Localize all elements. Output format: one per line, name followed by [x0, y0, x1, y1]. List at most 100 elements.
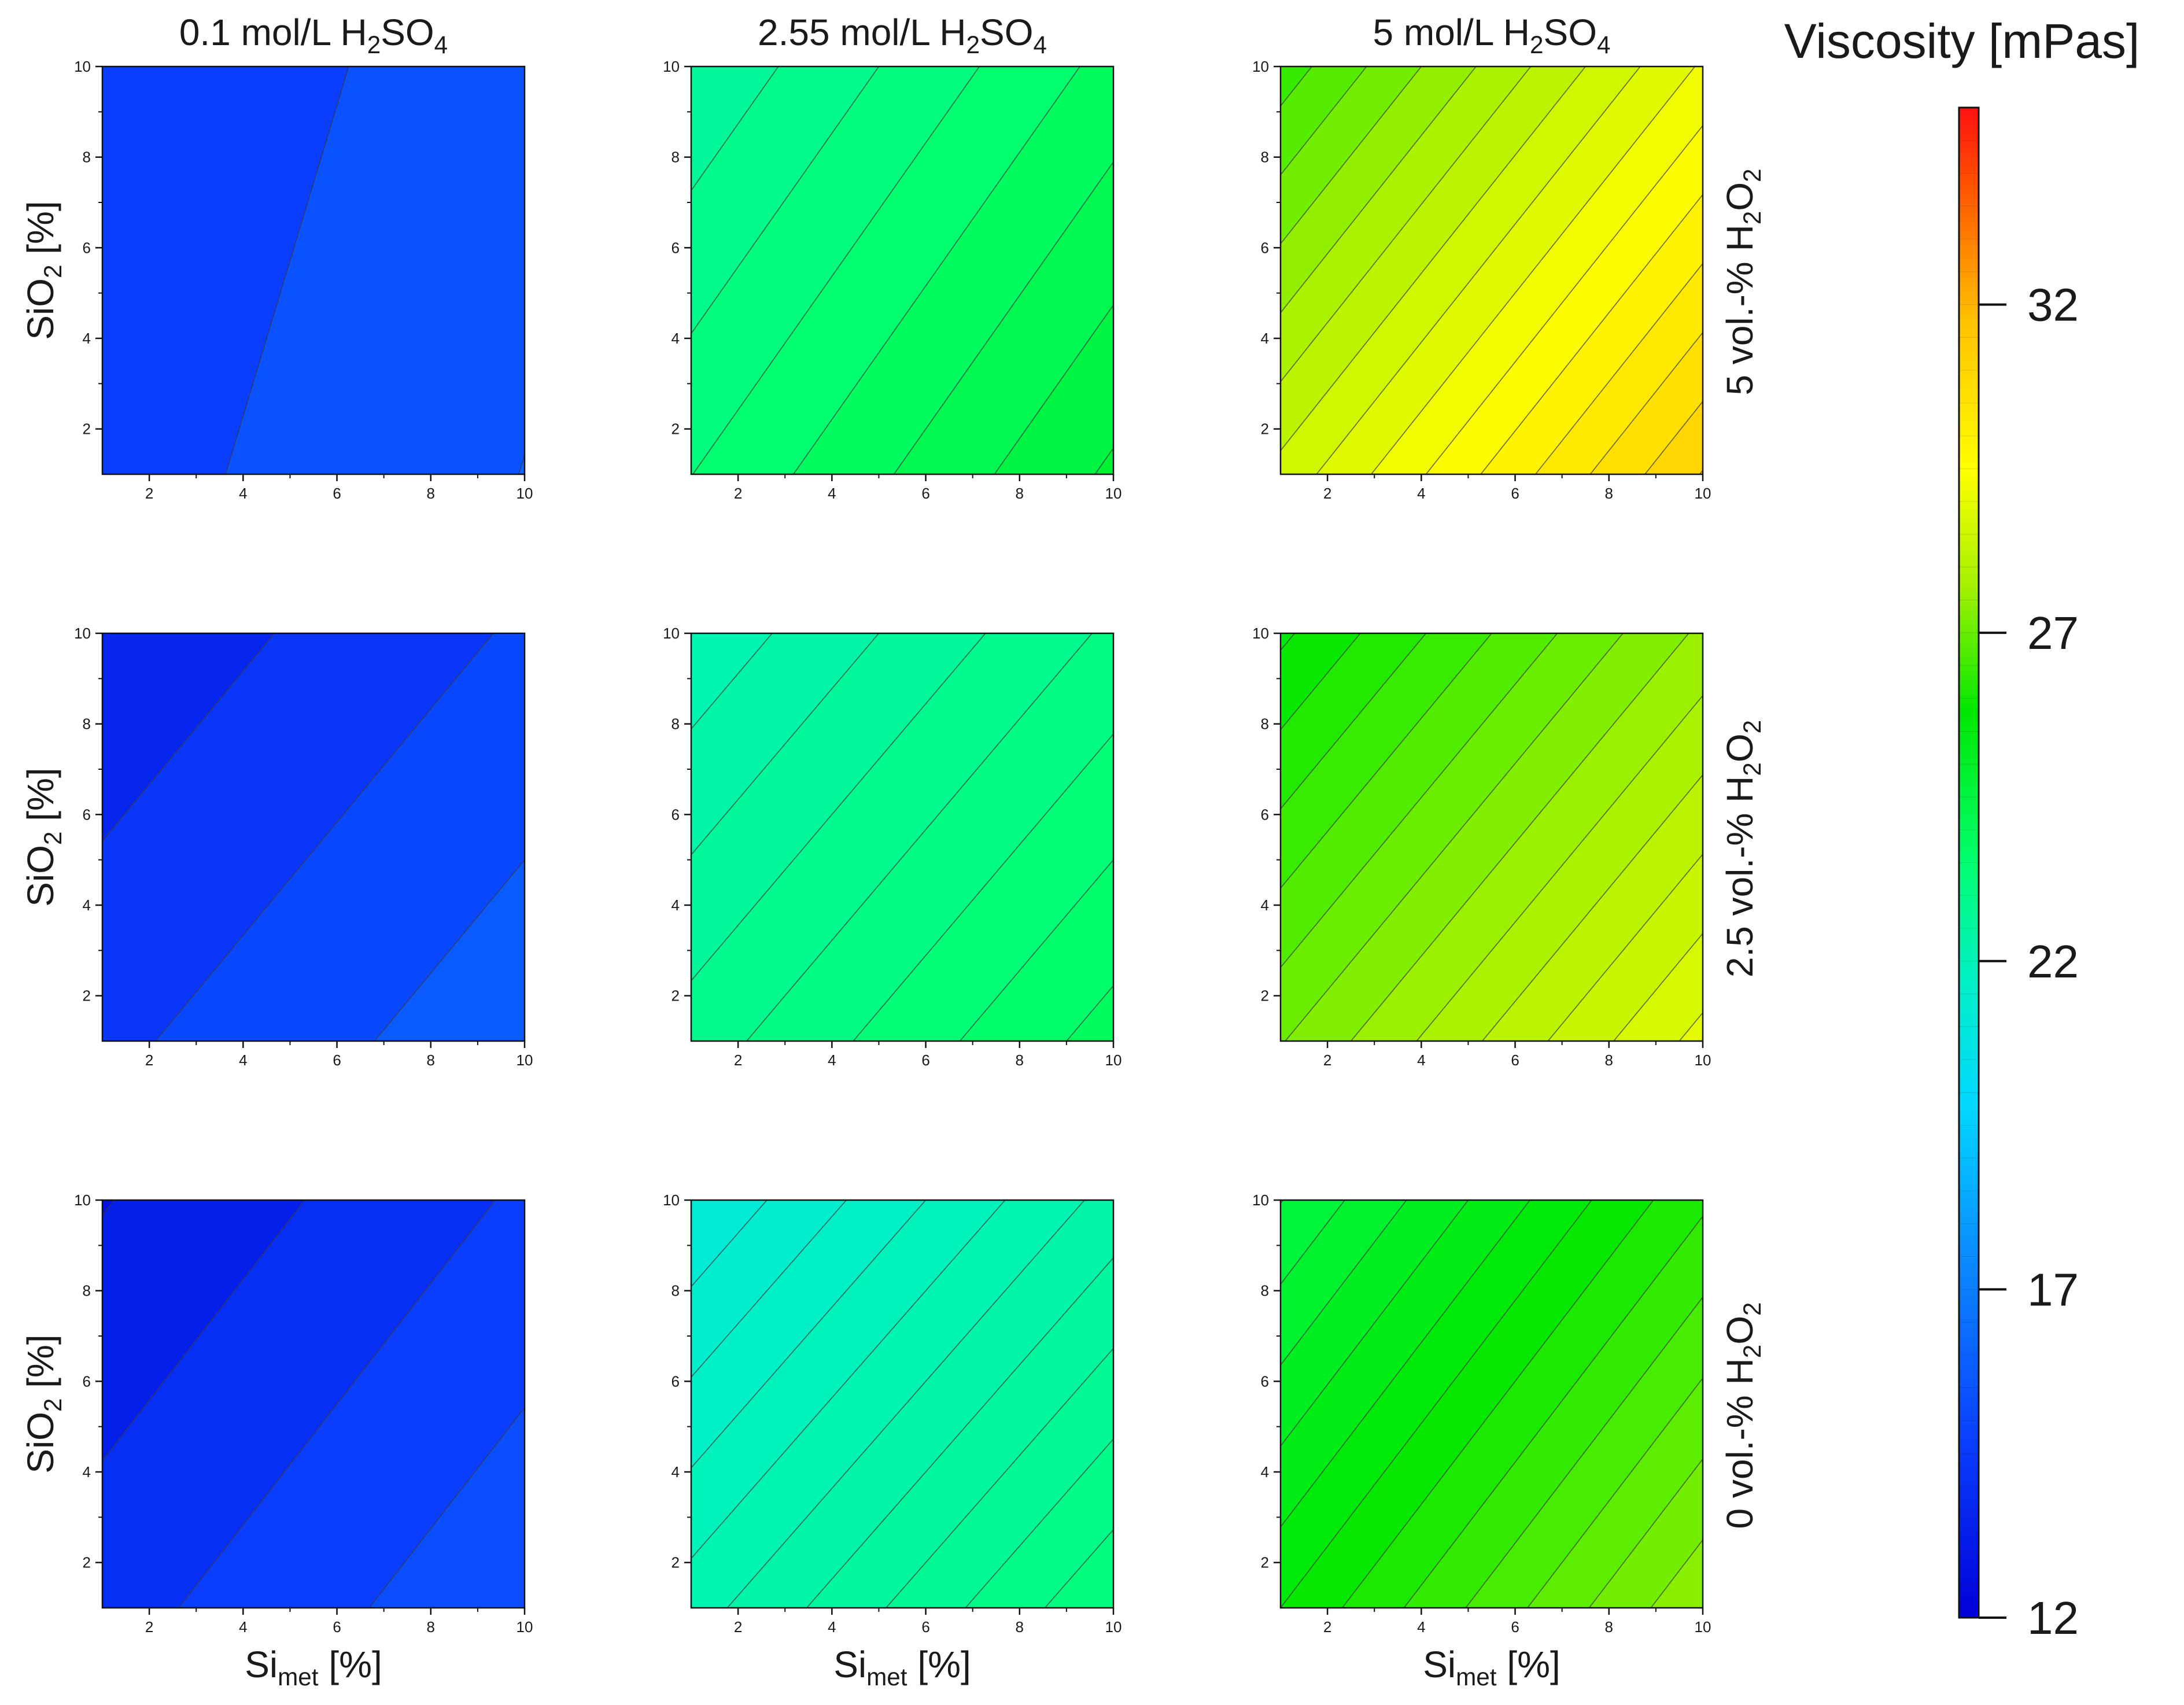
- contour-line: [691, 67, 779, 191]
- subscript: 2: [1739, 211, 1766, 225]
- contour-line: [1480, 194, 1703, 474]
- x-tick-label: 10: [517, 485, 533, 502]
- x-tick-label: 6: [921, 1051, 929, 1069]
- contour-line: [1644, 401, 1703, 474]
- contour-line: [1281, 633, 1558, 968]
- y-tick-label: 8: [672, 715, 680, 733]
- x-tick-label: 6: [921, 1618, 929, 1636]
- contour-field: [102, 67, 525, 474]
- y-tick-label: 2: [1261, 987, 1269, 1005]
- y-tick-label: 10: [663, 1191, 680, 1209]
- y-tick-label: 10: [1252, 58, 1269, 75]
- contour-line: [1066, 985, 1113, 1041]
- contour-line: [1281, 633, 1427, 810]
- label-part: [%]: [1497, 1644, 1560, 1685]
- x-tick-label: 2: [1323, 485, 1331, 502]
- label-part: Si: [833, 1644, 866, 1685]
- contour-line: [1425, 125, 1703, 474]
- plot-frame: [101, 1199, 526, 1609]
- y-tick-label: 6: [1261, 239, 1269, 256]
- y-tick-label: 4: [83, 896, 91, 914]
- contour-line: [1316, 67, 1641, 474]
- x-tick-label: 6: [333, 1618, 341, 1636]
- x-tick-label: 10: [1105, 1618, 1122, 1636]
- label-part: [%]: [20, 201, 61, 264]
- contour-line: [1281, 67, 1312, 106]
- contour-line: [726, 1200, 1085, 1608]
- label-part: SO: [980, 12, 1033, 53]
- x-tick-label: 6: [1511, 1051, 1519, 1069]
- x-tick-label: 8: [1605, 485, 1613, 502]
- plot-frame: [690, 1199, 1115, 1609]
- contour-line: [1281, 633, 1361, 730]
- contour-line: [225, 67, 349, 474]
- contour-line: [102, 633, 275, 842]
- contour-band: [178, 1200, 525, 1608]
- y-tick-label: 6: [1261, 806, 1269, 823]
- x-tick-label: 6: [921, 485, 929, 502]
- subscript: 4: [1597, 31, 1611, 58]
- panel-r2-c1: 2 4 6 8 10 2 4 6 8 10: [663, 1191, 1121, 1636]
- y-tick-label: 10: [1252, 1191, 1269, 1209]
- y-tick-label: 10: [74, 58, 91, 75]
- panel-r1-c1: 2 4 6 8 10 2 4 6 8 10: [663, 625, 1121, 1069]
- y-tick-label: 4: [1261, 330, 1269, 347]
- x-tick-label: 4: [1417, 1618, 1425, 1636]
- colorbar-title: Viscosity [mPas]: [1784, 14, 2140, 68]
- y-tick-label: 2: [83, 987, 91, 1005]
- label-part: [%]: [20, 767, 61, 831]
- y-tick-label: 6: [83, 1372, 91, 1390]
- contour-line: [1281, 633, 1295, 651]
- x-tick-label: 4: [828, 485, 836, 502]
- contour-line: [691, 1200, 927, 1468]
- contour-line: [691, 633, 880, 855]
- label-part: SO: [381, 12, 434, 53]
- contour-line: [1351, 633, 1689, 1041]
- contour-field: [102, 1200, 525, 1608]
- y-tick-label: 6: [672, 1372, 680, 1390]
- contour-line: [691, 1200, 1006, 1559]
- contour-field: [1281, 633, 1703, 1041]
- contour-field: [1281, 67, 1703, 474]
- contour-line: [691, 1200, 768, 1287]
- contour-line: [806, 1257, 1113, 1608]
- contour-line: [1094, 448, 1113, 474]
- axes: 2 4 6 8 10 2 4 6 8 10: [74, 1191, 533, 1636]
- row-label: 2.5 vol.-% H2O2: [1719, 720, 1766, 977]
- column-header: 0.1 mol/L H2SO4: [179, 12, 448, 58]
- contour-line: [178, 1200, 496, 1608]
- label-part: Si: [1423, 1644, 1456, 1685]
- contour-line: [1281, 1200, 1592, 1608]
- x-tick-label: 10: [517, 1618, 533, 1636]
- panel-r2-c2: 2 4 6 8 10 2 4 6 8 10: [1252, 1191, 1711, 1636]
- axes: 2 4 6 8 10 2 4 6 8 10: [663, 1191, 1121, 1636]
- y-tick-label: 8: [83, 149, 91, 166]
- contour-field: [691, 1200, 1113, 1608]
- contour-line: [1342, 1200, 1654, 1608]
- contour-line: [1281, 1200, 1407, 1366]
- contour-line: [691, 1200, 847, 1378]
- column-header: 2.55 mol/L H2SO4: [758, 12, 1047, 58]
- y-tick-label: 4: [672, 896, 680, 914]
- y-tick-label: 8: [1261, 149, 1269, 166]
- label-part: 5 vol.-% H: [1719, 224, 1761, 395]
- x-tick-label: 4: [239, 1618, 247, 1636]
- x-tick-label: 6: [333, 485, 341, 502]
- subscript: 2: [367, 31, 381, 58]
- plot-frame: [1279, 65, 1704, 475]
- contour-line: [1650, 1540, 1703, 1608]
- x-tick-label: 2: [145, 485, 153, 502]
- plot-frame: [101, 632, 526, 1042]
- x-tick-label: 4: [1417, 1051, 1425, 1069]
- x-tick-label: 6: [333, 1051, 341, 1069]
- x-tick-label: 4: [239, 1051, 247, 1069]
- panel-r0-c0: 2 4 6 8 10 2 4 6 8 10: [74, 58, 533, 502]
- x-tick-label: 2: [734, 485, 742, 502]
- contour-line: [1281, 67, 1367, 175]
- x-tick-label: 8: [1016, 1051, 1024, 1069]
- y-tick-label: 8: [672, 149, 680, 166]
- label-part: 0 vol.-% H: [1719, 1358, 1761, 1529]
- y-tick-label: 8: [672, 1282, 680, 1300]
- x-tick-label: 2: [1323, 1618, 1331, 1636]
- contour-line: [374, 859, 525, 1041]
